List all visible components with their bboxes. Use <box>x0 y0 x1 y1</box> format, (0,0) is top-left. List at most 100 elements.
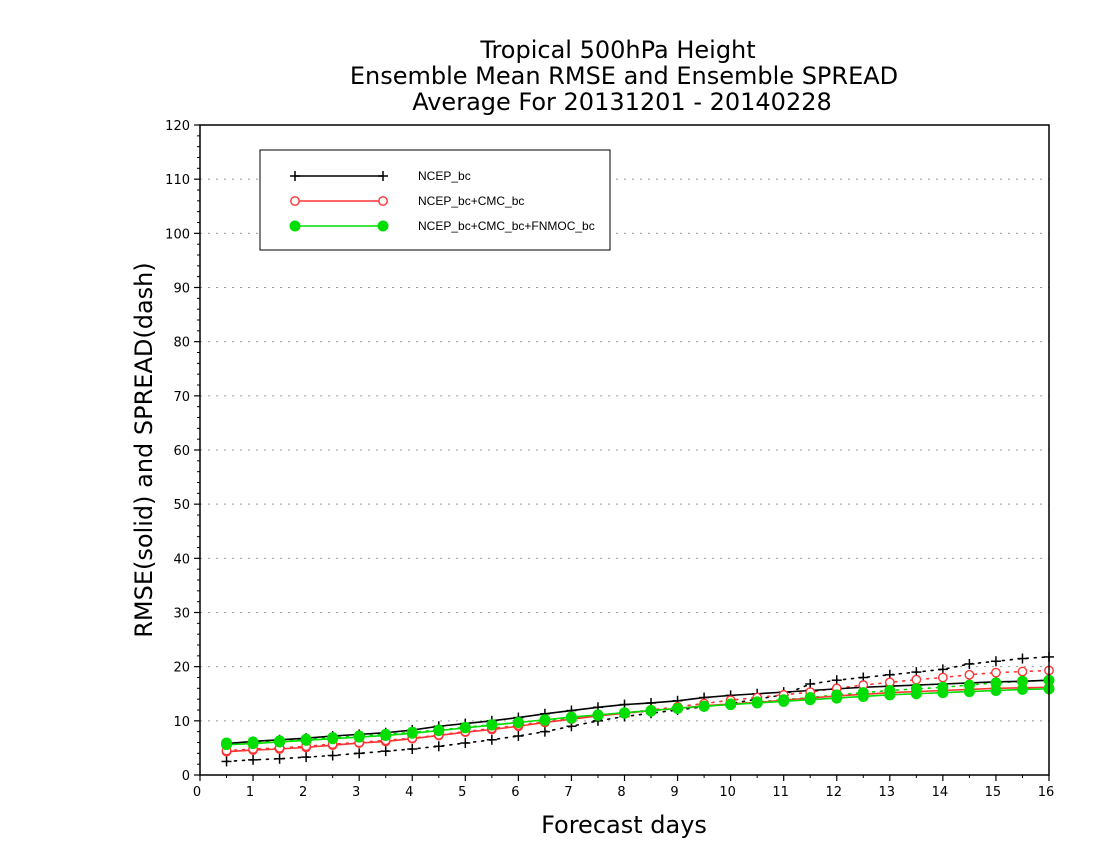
x-tick-label: 5 <box>458 785 466 800</box>
spread-point <box>354 748 365 759</box>
spread-point <box>645 705 657 717</box>
y-tick-label: 60 <box>173 444 190 459</box>
spread-point <box>407 744 418 754</box>
x-tick-label: 11 <box>772 785 789 800</box>
spread-point <box>884 685 896 696</box>
legend-marker <box>289 220 301 232</box>
y-tick-label: 120 <box>165 119 190 134</box>
y-axis-ticks: 0 10 20 30 40 50 60 70 80 90 100 110 120 <box>165 119 200 784</box>
y-tick-label: 80 <box>173 336 190 351</box>
y-tick-label: 30 <box>173 607 190 622</box>
chart-title: Tropical 500hPa Height Ensemble Mean RMS… <box>350 36 898 116</box>
spread-point <box>804 692 816 704</box>
title-line-1: Tropical 500hPa Height <box>479 36 755 64</box>
spread-point <box>698 700 710 712</box>
y-tick-label: 90 <box>173 282 190 297</box>
spread-point <box>991 667 1001 678</box>
y-tick-label: 10 <box>173 715 190 730</box>
x-tick-label: 14 <box>932 785 949 800</box>
spread-point <box>327 750 338 761</box>
spread-point <box>911 674 922 685</box>
x-tick-label: 12 <box>825 785 842 800</box>
y-tick-label: 110 <box>165 173 190 188</box>
x-axis-ticks: 0 1 2 3 4 5 6 7 8 9 10 11 12 13 14 15 16 <box>193 775 1054 800</box>
spread-point <box>990 677 1002 689</box>
spread-point <box>725 698 737 710</box>
spread-point <box>247 736 259 748</box>
markers <box>221 651 1055 767</box>
x-tick-label: 7 <box>564 785 572 800</box>
spread-point <box>380 728 392 740</box>
x-tick-label: 10 <box>719 785 736 800</box>
spread-point <box>964 658 975 669</box>
spread-point <box>460 738 471 749</box>
spread-point <box>486 719 498 731</box>
x-tick-label: 15 <box>985 785 1002 800</box>
y-tick-label: 70 <box>173 390 190 405</box>
x-axis-label: Forecast days <box>541 811 707 839</box>
spread-point <box>433 741 444 752</box>
spread-point <box>353 730 365 742</box>
y-tick-label: 50 <box>173 498 190 513</box>
y-tick-label: 100 <box>165 227 190 242</box>
x-tick-label: 13 <box>879 785 896 800</box>
x-tick-label: 3 <box>352 785 360 800</box>
spread-point <box>300 733 312 745</box>
spread-point <box>937 672 948 683</box>
spread-point <box>539 726 550 737</box>
legend-marker <box>290 171 300 181</box>
spread-point <box>221 737 233 749</box>
spread-point <box>619 707 630 719</box>
spread-point <box>937 681 949 693</box>
y-tick-label: 0 <box>182 769 190 784</box>
spread-point <box>778 694 790 706</box>
spread-point <box>327 732 339 744</box>
y-tick-label: 20 <box>173 661 190 676</box>
spread-point <box>539 714 551 726</box>
spread-point <box>910 683 922 695</box>
legend-label: NCEP_bc+CMC_bc <box>418 194 524 208</box>
spread-point <box>406 726 418 738</box>
spread-point <box>301 752 312 763</box>
spread-point <box>592 709 604 721</box>
spread-point <box>274 735 286 747</box>
x-tick-label: 16 <box>1038 785 1055 800</box>
title-line-2: Ensemble Mean RMSE and Ensemble SPREAD <box>350 62 898 90</box>
spread-point <box>963 679 975 691</box>
legend-label: NCEP_bc+CMC_bc+FNMOC_bc <box>418 219 595 233</box>
legend-box <box>259 149 611 251</box>
y-axis-label: RMSE(solid) and SPREAD(dash) <box>130 262 158 638</box>
x-tick-label: 1 <box>246 785 254 800</box>
x-tick-label: 8 <box>617 785 625 800</box>
spread-point <box>1017 666 1028 677</box>
x-tick-label: 0 <box>193 785 201 800</box>
x-tick-label: 9 <box>670 785 678 800</box>
spread-point <box>459 721 471 733</box>
legend-marker <box>378 171 388 181</box>
legend-marker <box>377 220 389 232</box>
x-tick-label: 4 <box>405 785 413 800</box>
spread-point <box>964 669 975 680</box>
legend-marker <box>378 196 388 206</box>
spread-point <box>274 753 285 764</box>
spread-point <box>1017 653 1028 664</box>
title-line-3: Average For 20131201 - 20140228 <box>412 88 832 116</box>
spread-point <box>857 687 869 699</box>
spread-point <box>221 756 232 767</box>
spread-point <box>565 712 577 724</box>
spread-point <box>751 696 763 708</box>
spread-point <box>433 724 445 736</box>
y-tick-label: 40 <box>173 552 190 567</box>
spread-point <box>486 734 497 745</box>
legend: NCEP_bc NCEP_bc+CMC_bc NCEP_bc+CMC_bc+FNMO… <box>259 149 611 251</box>
spread-point <box>380 746 391 757</box>
spread-point <box>513 731 524 741</box>
legend-marker <box>290 196 300 206</box>
spread-point <box>831 689 843 701</box>
x-tick-label: 6 <box>511 785 519 800</box>
x-tick-label: 2 <box>299 785 307 800</box>
legend-label: NCEP_bc <box>418 169 471 183</box>
spread-point <box>1016 675 1028 687</box>
spread-point <box>512 716 524 728</box>
